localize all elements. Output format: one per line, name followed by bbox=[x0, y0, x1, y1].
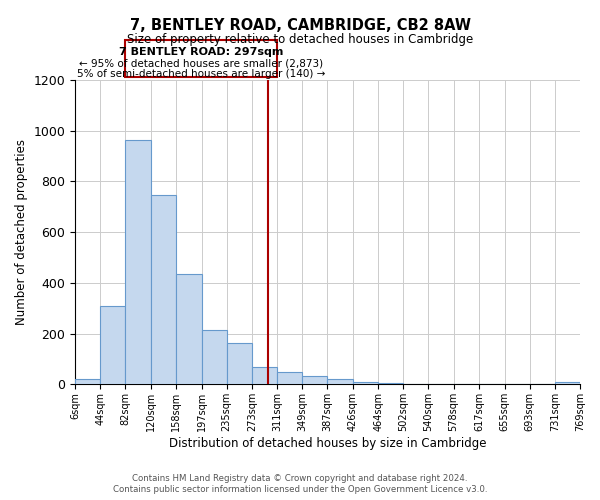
X-axis label: Distribution of detached houses by size in Cambridge: Distribution of detached houses by size … bbox=[169, 437, 487, 450]
Bar bbox=[555, 382, 580, 384]
Bar bbox=[151, 196, 176, 384]
Text: 7 BENTLEY ROAD: 297sqm: 7 BENTLEY ROAD: 297sqm bbox=[119, 47, 283, 57]
Text: ← 95% of detached houses are smaller (2,873): ← 95% of detached houses are smaller (2,… bbox=[79, 58, 323, 68]
Text: 7, BENTLEY ROAD, CAMBRIDGE, CB2 8AW: 7, BENTLEY ROAD, CAMBRIDGE, CB2 8AW bbox=[130, 18, 470, 32]
Bar bbox=[327, 380, 353, 384]
Bar bbox=[277, 372, 302, 384]
FancyBboxPatch shape bbox=[125, 40, 277, 77]
Bar bbox=[353, 382, 378, 384]
Bar bbox=[202, 330, 227, 384]
Bar bbox=[100, 306, 125, 384]
Bar bbox=[252, 366, 277, 384]
Bar bbox=[75, 380, 100, 384]
Text: Contains HM Land Registry data © Crown copyright and database right 2024.
Contai: Contains HM Land Registry data © Crown c… bbox=[113, 474, 487, 494]
Bar bbox=[302, 376, 327, 384]
Text: 5% of semi-detached houses are larger (140) →: 5% of semi-detached houses are larger (1… bbox=[77, 69, 325, 79]
Y-axis label: Number of detached properties: Number of detached properties bbox=[15, 139, 28, 325]
Bar bbox=[125, 140, 151, 384]
Bar bbox=[227, 342, 252, 384]
Text: Size of property relative to detached houses in Cambridge: Size of property relative to detached ho… bbox=[127, 32, 473, 46]
Bar bbox=[378, 383, 403, 384]
Bar bbox=[176, 274, 202, 384]
